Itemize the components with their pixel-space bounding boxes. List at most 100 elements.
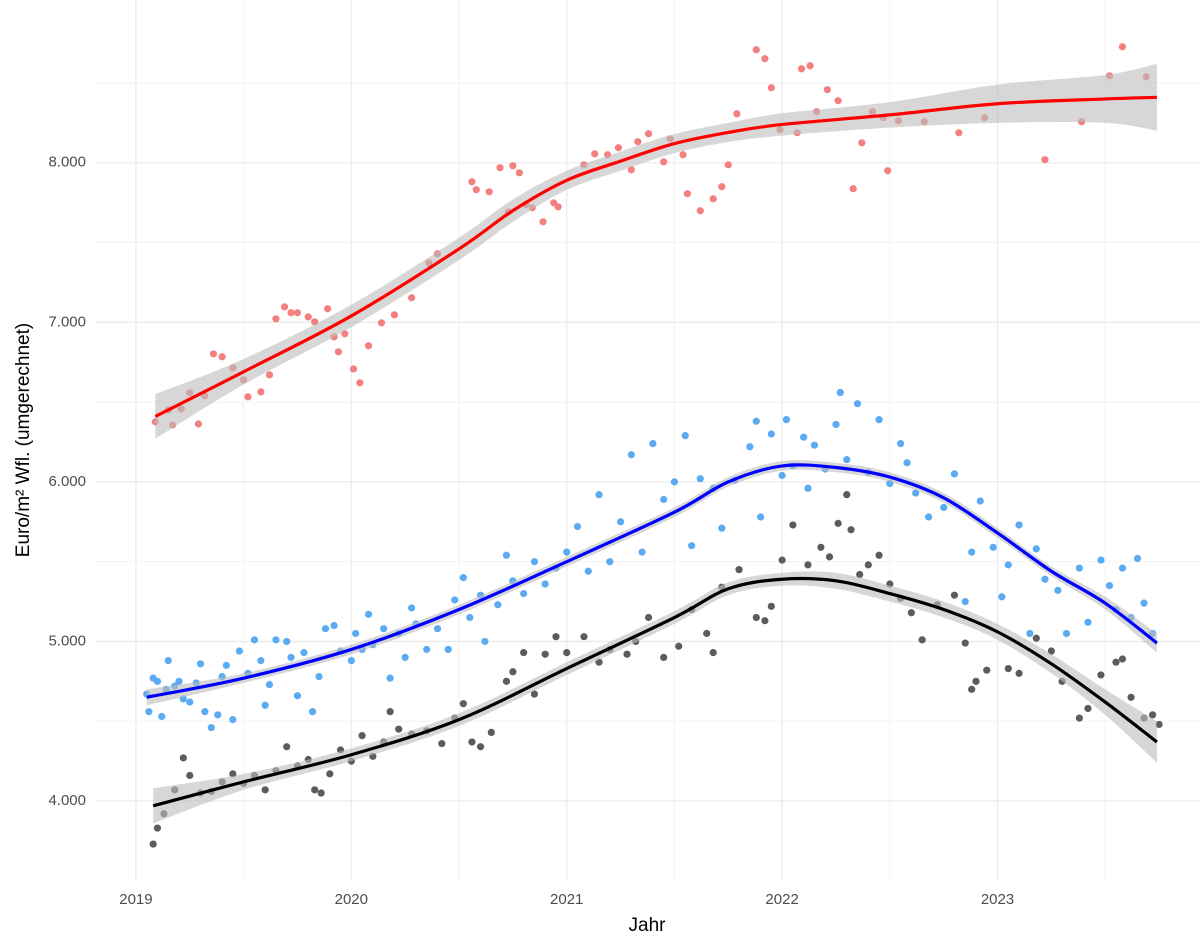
point [752, 417, 760, 425]
point [347, 656, 355, 665]
point [261, 786, 269, 794]
x-axis-title: Jahr [629, 915, 667, 936]
point [679, 151, 687, 159]
point [836, 388, 844, 397]
point [315, 672, 323, 681]
point [907, 609, 915, 617]
point [591, 150, 599, 158]
point [634, 138, 642, 146]
point [638, 548, 646, 556]
point [767, 430, 775, 438]
point [356, 379, 364, 387]
point [1032, 545, 1040, 553]
point [670, 478, 679, 486]
point [304, 313, 312, 321]
point [1004, 561, 1012, 569]
point [311, 786, 319, 794]
point [1047, 647, 1055, 655]
point [408, 604, 416, 612]
point [875, 551, 883, 559]
point [595, 491, 603, 499]
point [250, 636, 258, 644]
point [257, 656, 265, 665]
point [614, 144, 623, 152]
point [244, 393, 252, 401]
point [209, 350, 218, 358]
point [487, 728, 495, 737]
point [1097, 556, 1105, 564]
point [179, 754, 187, 762]
point [1041, 156, 1049, 164]
point [317, 789, 325, 797]
point [326, 770, 334, 778]
point [1075, 564, 1083, 572]
point [1041, 575, 1049, 583]
point [875, 416, 883, 424]
point [386, 708, 394, 716]
point [476, 743, 485, 751]
point [386, 674, 394, 682]
point [423, 645, 431, 654]
point [1084, 704, 1092, 713]
y-tick-label: 7.000 [48, 313, 86, 330]
x-tick-label: 2020 [335, 891, 368, 908]
point [778, 556, 786, 564]
point [696, 475, 704, 483]
point [767, 602, 775, 610]
point [761, 617, 769, 625]
point [924, 513, 933, 521]
point [627, 451, 635, 459]
point [864, 561, 872, 569]
point [853, 400, 862, 408]
point [660, 495, 668, 504]
point [709, 649, 717, 657]
point [688, 542, 696, 550]
point [849, 185, 857, 193]
point [580, 633, 588, 641]
point [530, 558, 539, 566]
point [1118, 43, 1127, 51]
point [778, 471, 786, 480]
point [797, 65, 806, 73]
point [683, 190, 691, 198]
point [222, 661, 230, 669]
point [186, 698, 194, 706]
y-tick-label: 8.000 [48, 154, 86, 171]
point [825, 553, 834, 561]
point [1075, 714, 1083, 722]
point [950, 470, 959, 478]
point [390, 311, 399, 319]
point [364, 610, 373, 618]
point [1105, 582, 1114, 590]
trend-line [146, 463, 1158, 699]
point [735, 566, 743, 574]
point [847, 526, 855, 534]
point [261, 701, 269, 709]
point [433, 625, 442, 633]
point [1062, 629, 1071, 638]
point [554, 203, 562, 211]
point [459, 574, 467, 582]
point [520, 589, 528, 598]
point [696, 207, 704, 215]
point [481, 637, 489, 646]
point [352, 629, 360, 638]
point [1127, 693, 1135, 701]
point [272, 636, 280, 644]
confidence-band [153, 571, 1157, 824]
point [761, 55, 769, 63]
point [502, 551, 511, 559]
x-tick-label: 2019 [119, 891, 152, 908]
point [644, 130, 653, 138]
point [1032, 634, 1040, 642]
point [989, 543, 997, 551]
point [649, 439, 657, 448]
point [810, 441, 819, 449]
point [804, 484, 812, 492]
point [196, 660, 205, 668]
point [752, 46, 760, 54]
point [257, 388, 265, 396]
point [1026, 629, 1034, 638]
point [709, 195, 717, 203]
